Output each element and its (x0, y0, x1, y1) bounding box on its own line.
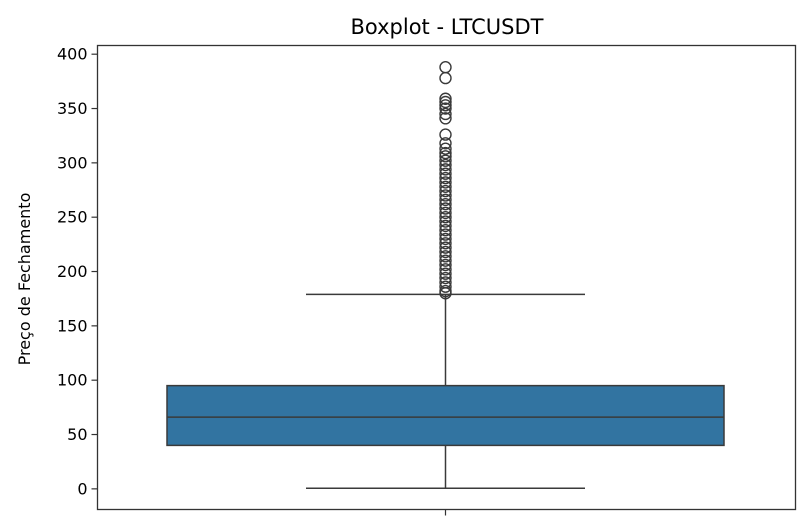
outlier-point (439, 92, 452, 105)
outlier-point (439, 176, 452, 189)
outlier-point (439, 232, 452, 246)
outlier-point (439, 263, 452, 276)
outlier-point (439, 137, 452, 150)
outlier-point (439, 287, 452, 300)
outlier-point (439, 150, 452, 163)
outlier-point (439, 61, 452, 74)
outlier-point (439, 184, 452, 198)
y-tick-label: 300 (57, 153, 88, 172)
outlier-point (439, 142, 452, 155)
outlier-point (439, 202, 452, 215)
outlier-point (439, 215, 452, 228)
outlier-point (439, 224, 452, 237)
y-tick-label: 250 (57, 208, 88, 227)
outlier-point (439, 206, 452, 220)
outlier-point (439, 237, 452, 250)
outlier-point (439, 245, 452, 259)
outlier-point (439, 158, 452, 172)
outlier-point (439, 271, 452, 285)
plot-frame (96, 44, 797, 511)
outlier-point (439, 180, 452, 193)
outlier-point (439, 258, 452, 272)
y-axis-ticks: 0 50 100 150 200 250 300 350 400 (57, 45, 447, 516)
outlier-point (439, 154, 452, 167)
y-tick-label: 150 (57, 316, 88, 335)
outlier-point (439, 210, 452, 224)
outlier-point (439, 241, 452, 254)
outlier-point (439, 107, 452, 121)
outlier-point (439, 95, 452, 109)
outlier-point (439, 163, 452, 176)
y-tick-label: 400 (57, 45, 88, 64)
outlier-point (439, 146, 452, 160)
plot-area (166, 61, 725, 490)
y-tick-label: 200 (57, 262, 88, 281)
outlier-point (439, 267, 452, 280)
chart-title: Boxplot - LTCUSDT (351, 15, 544, 39)
outlier-point (439, 102, 452, 115)
outlier-point (439, 250, 452, 263)
outlier-point (439, 99, 452, 112)
y-axis-label: Preço de Fechamento (15, 193, 34, 366)
outlier-point (439, 254, 452, 267)
outlier-point (439, 112, 452, 125)
outlier-point (439, 167, 452, 180)
outlier-point (439, 197, 452, 211)
y-tick-label: 350 (57, 99, 88, 118)
outlier-point (439, 219, 452, 233)
outlier-point (439, 71, 452, 85)
outlier-point (439, 280, 452, 293)
iqr-box (166, 384, 725, 447)
y-tick-label: 50 (67, 425, 87, 444)
outlier-point (439, 128, 452, 141)
outlier-point (439, 228, 452, 241)
y-tick-label: 100 (57, 371, 88, 390)
outlier-point (439, 193, 452, 207)
outlier-point (439, 171, 452, 185)
outlier-point (439, 189, 452, 202)
y-tick-label: 0 (77, 479, 87, 498)
